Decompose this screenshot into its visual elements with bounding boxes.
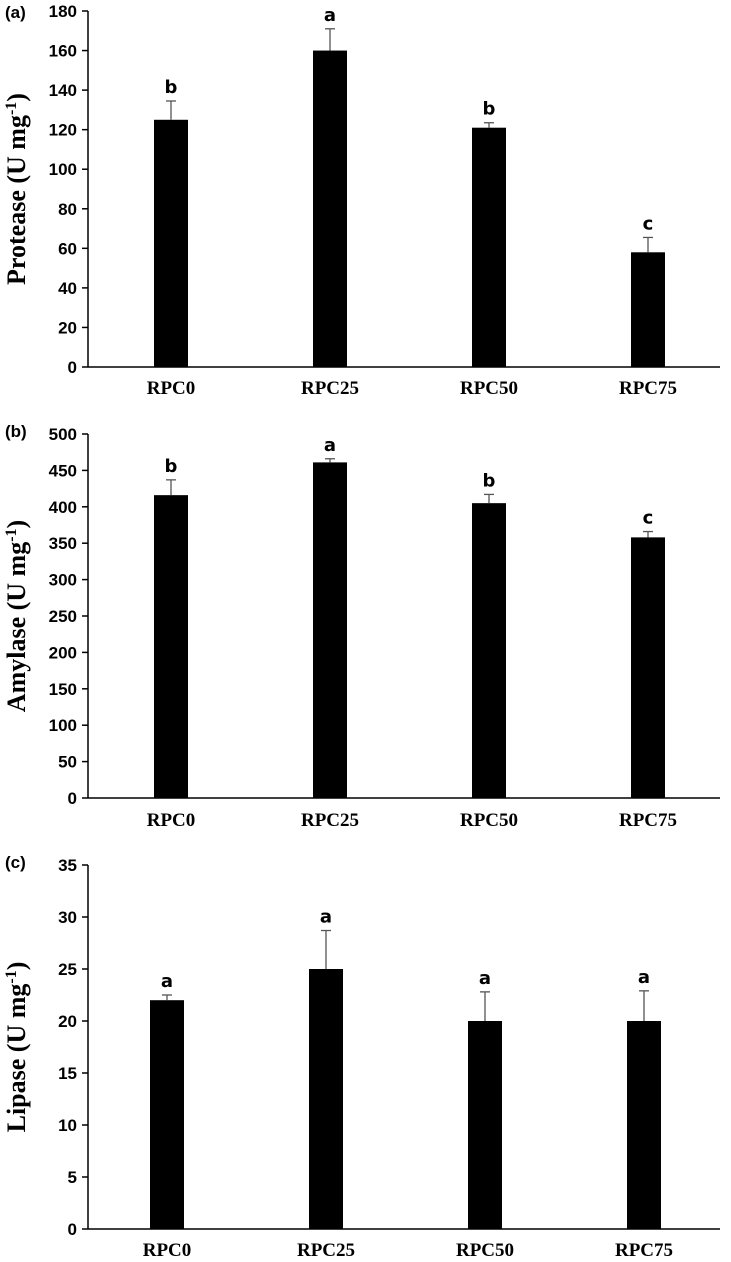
x-tick-label: RPC50 [456, 1240, 514, 1261]
y-tick-label: 15 [58, 1064, 77, 1083]
bar-rpc50 [472, 503, 506, 798]
y-tick-label: 25 [58, 960, 77, 979]
y-tick-label: 150 [49, 680, 77, 699]
bar-rpc75 [631, 252, 665, 367]
y-tick-label: 140 [49, 81, 77, 100]
y-tick-label: 5 [68, 1168, 77, 1187]
y-tick-label: 30 [58, 908, 77, 927]
significance-letter: b [483, 99, 496, 120]
y-axis-label: Lipase (U mg-1) [2, 962, 31, 1133]
x-tick-label: RPC0 [143, 1240, 192, 1261]
panel-label: (a) [5, 3, 26, 22]
significance-letter: a [479, 968, 491, 989]
bar-rpc25 [309, 969, 343, 1229]
bar-rpc75 [631, 537, 665, 798]
chart-panel-3: (c) Lipase (U mg-1) 0 5 10 15 20 25 30 35 a RPC0 a RP… [2, 853, 720, 1261]
y-tick-label: 10 [58, 1116, 77, 1135]
x-tick-label: RPC0 [147, 810, 196, 831]
bar-rpc75 [627, 1021, 661, 1229]
chart-panel-1: (a) Protease (U mg-1) 0 20 40 60 80 100 120 140 16… [2, 2, 720, 399]
x-tick-label: RPC25 [297, 1240, 355, 1261]
significance-letter: a [161, 971, 173, 992]
significance-letter: a [324, 5, 336, 26]
y-tick-label: 450 [49, 461, 77, 480]
x-tick-label: RPC0 [147, 378, 196, 399]
y-axis-label-close: ) [2, 520, 31, 529]
y-tick-label: 500 [49, 425, 77, 444]
bar-rpc50 [468, 1021, 502, 1229]
y-tick-label: 250 [49, 607, 77, 626]
x-tick-label: RPC50 [460, 378, 518, 399]
y-axis-label-superscript: -1 [3, 528, 20, 541]
y-tick-label: 40 [58, 279, 77, 298]
y-tick-label: 160 [49, 42, 77, 61]
y-axis-label-main: Lipase (U mg [2, 984, 31, 1133]
significance-letter: b [483, 470, 496, 491]
y-tick-label: 20 [58, 318, 77, 337]
y-tick-label: 200 [49, 643, 77, 662]
significance-letter: c [643, 508, 654, 529]
significance-letter: a [324, 435, 336, 456]
significance-letter: b [165, 77, 178, 98]
bar-rpc0 [150, 1000, 184, 1229]
y-tick-label: 35 [58, 856, 77, 875]
bar-rpc0 [154, 495, 188, 798]
y-tick-label: 50 [58, 753, 77, 772]
y-tick-label: 120 [49, 121, 77, 140]
significance-letter: a [320, 907, 332, 928]
y-tick-label: 100 [49, 716, 77, 735]
bar-rpc50 [472, 127, 506, 367]
y-axis-label: Amylase (U mg-1) [2, 520, 31, 712]
significance-letter: b [165, 456, 178, 477]
y-tick-label: 100 [49, 160, 77, 179]
y-tick-label: 0 [68, 789, 77, 808]
x-tick-label: RPC50 [460, 810, 518, 831]
y-axis-label-superscript: -1 [3, 970, 20, 983]
y-tick-label: 300 [49, 571, 77, 590]
bar-rpc25 [313, 462, 347, 798]
x-tick-label: RPC75 [615, 1240, 673, 1261]
y-axis-label-close: ) [2, 962, 31, 971]
x-tick-label: RPC25 [301, 378, 359, 399]
x-tick-label: RPC75 [619, 378, 677, 399]
bar-rpc0 [154, 119, 188, 368]
y-tick-label: 0 [68, 1220, 77, 1239]
x-tick-label: RPC75 [619, 810, 677, 831]
significance-letter: a [638, 967, 650, 988]
y-axis-label-superscript: -1 [3, 102, 20, 115]
y-tick-label: 400 [49, 498, 77, 517]
chart-panel-2: (b) Amylase (U mg-1) 0 50 100 150 200 250 300 350… [2, 422, 720, 831]
significance-letter: c [643, 213, 654, 234]
panel-label: (c) [5, 853, 26, 872]
y-tick-label: 20 [58, 1012, 77, 1031]
y-axis-label-main: Amylase (U mg [2, 542, 31, 712]
y-axis-label: Protease (U mg-1) [2, 93, 31, 285]
y-axis-label-close: ) [2, 93, 31, 102]
y-tick-label: 180 [49, 2, 77, 21]
y-tick-label: 350 [49, 534, 77, 553]
x-tick-label: RPC25 [301, 810, 359, 831]
y-tick-label: 60 [58, 239, 77, 258]
y-tick-label: 0 [68, 358, 77, 377]
panel-label: (b) [5, 422, 27, 441]
y-axis-label-main: Protease (U mg [2, 115, 31, 285]
y-tick-label: 80 [58, 200, 77, 219]
bar-rpc25 [313, 50, 347, 368]
